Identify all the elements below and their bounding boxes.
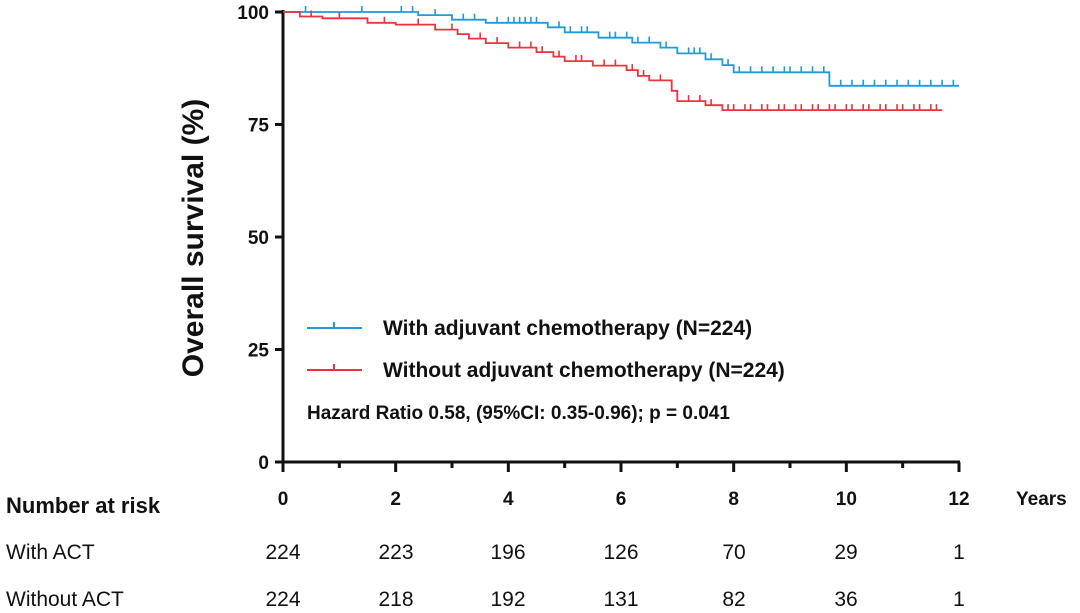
x-tick-label: 4: [503, 489, 514, 510]
y-tick-label: 0: [258, 453, 269, 474]
risk-cell: 223: [378, 541, 414, 564]
risk-table-title: Number at risk: [6, 493, 161, 518]
legend-label-without-act: Without adjuvant chemotherapy (N=224): [383, 359, 785, 382]
y-tick-label: 75: [248, 116, 270, 137]
risk-cell: 126: [603, 541, 639, 564]
y-tick-label: 25: [248, 341, 270, 362]
risk-cell: 218: [378, 588, 414, 611]
risk-cell: 70: [722, 541, 746, 564]
risk-cell: 224: [265, 588, 301, 611]
axes: 0 25 50 75 100 0 2 4 6 8 10 12: [237, 3, 969, 510]
x-tick-label: 10: [836, 489, 857, 510]
risk-cell: 29: [834, 541, 858, 564]
x-tick-label: 8: [728, 489, 739, 510]
risk-cell: 1: [953, 541, 965, 564]
risk-cell: 82: [722, 588, 746, 611]
risk-cell: 131: [603, 588, 639, 611]
risk-row-label: With ACT: [6, 541, 95, 564]
survival-curve-without-act: [283, 11, 943, 111]
x-tick-label: 6: [616, 489, 627, 510]
y-tick-label: 100: [237, 3, 269, 24]
y-tick-label: 50: [248, 228, 269, 249]
legend: With adjuvant chemotherapy (N=224) Witho…: [307, 317, 785, 382]
y-axis-label: Overall survival (%): [177, 99, 210, 377]
legend-label-with-act: With adjuvant chemotherapy (N=224): [383, 317, 752, 340]
risk-row-label: Without ACT: [6, 588, 124, 611]
risk-cell: 36: [834, 588, 858, 611]
x-tick-label: 0: [278, 489, 289, 510]
x-axis-label: Years: [1016, 489, 1067, 510]
x-tick-label: 12: [948, 489, 969, 510]
risk-cell: 1: [953, 588, 965, 611]
series-layer: [283, 6, 959, 111]
hazard-ratio-annotation: Hazard Ratio 0.58, (95%CI: 0.35-0.96); p…: [307, 403, 730, 424]
x-tick-label: 2: [390, 489, 401, 510]
risk-cell: 224: [265, 541, 301, 564]
risk-cell: 192: [490, 588, 526, 611]
risk-cell: 196: [490, 541, 526, 564]
